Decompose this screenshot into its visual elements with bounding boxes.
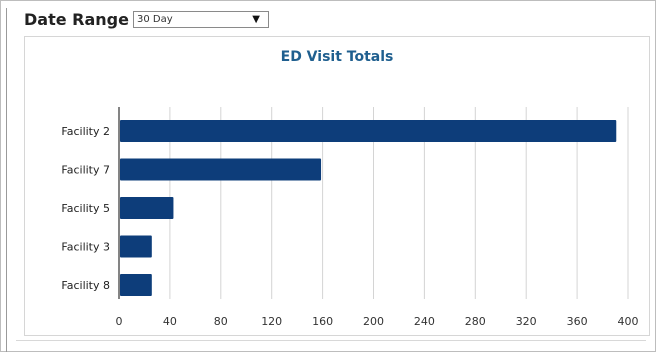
- x-tick-label: 320: [516, 315, 537, 328]
- x-tick-label: 0: [116, 315, 123, 328]
- chart-panel: ED Visit Totals 0 40 80 120 160 200 240 280 320 36…: [24, 36, 650, 336]
- category-label: Facility 5: [61, 202, 110, 215]
- x-tick-label: 160: [312, 315, 333, 328]
- chart-title: ED Visit Totals: [281, 49, 394, 65]
- date-range-value: 30 Day: [136, 13, 173, 25]
- bar-facility-3: [120, 235, 152, 258]
- category-label: Facility 8: [61, 279, 110, 292]
- x-tick-label: 400: [618, 315, 639, 328]
- bar-facility-2: [120, 120, 617, 142]
- bar-facility-7: [120, 158, 322, 181]
- x-tick-label: 240: [414, 315, 435, 328]
- bottom-divider: [16, 340, 646, 341]
- category-label: Facility 2: [61, 125, 110, 138]
- date-range-control: Date Range 30 Day ▼: [24, 8, 269, 30]
- bar-facility-8: [120, 274, 152, 296]
- left-divider: [6, 8, 7, 352]
- x-tick-label: 200: [363, 315, 384, 328]
- x-tick-label: 80: [214, 315, 228, 328]
- bar-chart: ED Visit Totals 0 40 80 120 160 200 240 280 320 36…: [61, 49, 639, 328]
- x-tick-label: 360: [567, 315, 588, 328]
- x-tick-label: 280: [465, 315, 486, 328]
- category-label: Facility 3: [61, 241, 110, 254]
- date-range-select[interactable]: 30 Day ▼: [132, 10, 269, 28]
- x-tick-label: 40: [163, 315, 177, 328]
- category-label: Facility 7: [61, 164, 110, 177]
- chevron-down-icon: ▼: [252, 13, 260, 25]
- bar-facility-5: [120, 197, 174, 219]
- x-tick-label: 120: [261, 315, 282, 328]
- date-range-label: Date Range: [24, 9, 129, 29]
